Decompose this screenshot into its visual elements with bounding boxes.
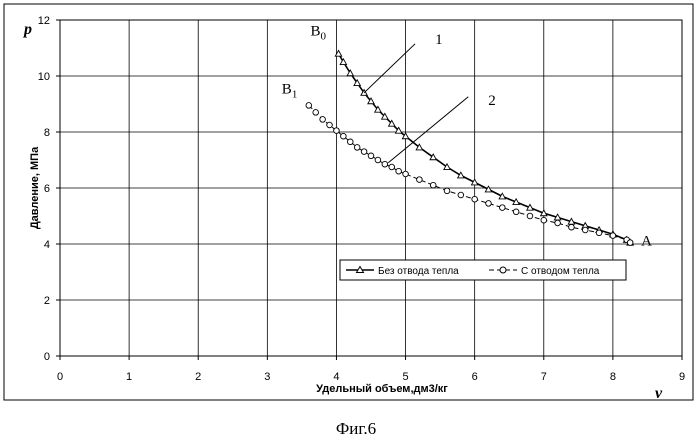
series-2-point-24 <box>540 216 548 224</box>
series-2-point-16 <box>429 181 437 189</box>
legend-label-series-1: Без отвода тепла <box>378 266 459 277</box>
series-1-point-1 <box>339 57 348 66</box>
series-2-point-7 <box>353 144 361 151</box>
x-tick-label-5: 5 <box>402 371 408 383</box>
x-tick-label-2: 2 <box>195 371 201 383</box>
series-2-point-8 <box>360 148 368 155</box>
figure-frame <box>3 3 694 401</box>
series-1-point-5 <box>367 97 375 105</box>
series-1-point-3 <box>353 78 362 87</box>
series-1-point-7 <box>380 112 389 120</box>
series-2-point-19 <box>471 195 478 203</box>
x-axis-title: Удельный объем,дм3/кг <box>316 383 448 395</box>
series-2-point-21 <box>499 204 506 211</box>
series-1-point-20 <box>539 209 548 217</box>
x-tick-label-8: 8 <box>610 371 616 383</box>
legend-marker-circle <box>499 266 507 274</box>
series-2-point-26 <box>568 223 575 231</box>
x-tick-label-3: 3 <box>264 371 270 383</box>
series-line-1 <box>337 53 631 244</box>
legend: Без отвода тепла С отводом тепла <box>339 259 627 281</box>
series-1-point-11 <box>415 143 424 151</box>
legend-label-series-2: С отводом тепла <box>521 266 600 277</box>
series-2-point-4 <box>333 127 340 134</box>
series-1-point-14 <box>456 171 465 179</box>
series-2-point-20 <box>485 200 492 207</box>
series-2-point-17 <box>443 187 451 195</box>
y-axis-title: Давление, МПа <box>29 146 41 229</box>
series-2-point-28 <box>595 229 603 237</box>
series-2-point-14 <box>402 170 409 178</box>
series-2-point-0 <box>305 102 313 109</box>
series-2-point-10 <box>374 156 382 164</box>
x-tick-label-9: 9 <box>679 371 685 383</box>
series-2-point-22 <box>512 208 520 216</box>
y-tick-label-2: 2 <box>44 295 50 307</box>
series-1-point-16 <box>484 185 493 193</box>
x-tick-label-4: 4 <box>333 371 339 383</box>
y-tick-label-6: 6 <box>44 183 50 195</box>
series-2-point-15 <box>416 176 423 183</box>
series-2-point-11 <box>381 160 389 168</box>
series-1-point-8 <box>387 119 396 127</box>
y-tick-label-8: 8 <box>44 127 50 139</box>
series-1-point-9 <box>394 126 403 134</box>
series-2-point-3 <box>326 121 333 129</box>
y-tick-label-10: 10 <box>38 71 50 83</box>
legend-box <box>339 259 627 281</box>
series-2-point-29 <box>609 232 617 239</box>
legend-marker-triangle <box>355 265 365 273</box>
series-2-point-25 <box>554 219 561 227</box>
series-2-point-6 <box>347 138 354 146</box>
x-tick-label-1: 1 <box>126 371 132 383</box>
series-1-point-13 <box>443 162 451 171</box>
y-tick-label-12: 12 <box>38 15 50 27</box>
series-1-point-0 <box>334 49 343 57</box>
grid-lines <box>56 19 683 360</box>
y-var-label: p <box>22 21 32 38</box>
point-label-A: A <box>641 234 652 250</box>
leader-line-2 <box>387 96 469 164</box>
x-tick-label-0: 0 <box>57 371 63 383</box>
series-2-point-5 <box>340 132 347 140</box>
series-1-point-15 <box>470 178 479 186</box>
series-1-point-2 <box>346 69 355 77</box>
series-2-point-1 <box>312 109 319 116</box>
data-series <box>305 49 635 246</box>
leader-line-1 <box>363 43 416 94</box>
x-var-label: v <box>655 385 663 402</box>
series-1-point-12 <box>429 153 438 161</box>
leader-label-2: 2 <box>488 93 496 109</box>
series-2-point-23 <box>526 212 534 220</box>
series-2-point-31 <box>626 239 634 246</box>
y-tick-label-4: 4 <box>44 239 50 251</box>
series-2-point-2 <box>319 116 326 123</box>
series-1-point-19 <box>525 203 534 211</box>
series-2-point-13 <box>395 167 402 175</box>
y-tick-label-0: 0 <box>44 351 50 363</box>
leader-label-1: 1 <box>435 32 443 48</box>
x-tick-label-7: 7 <box>541 371 547 383</box>
series-1-point-17 <box>498 192 507 200</box>
series-1-point-10 <box>401 132 410 140</box>
series-2-point-18 <box>457 191 465 199</box>
series-2-point-12 <box>388 163 395 171</box>
series-1-point-18 <box>512 197 521 206</box>
series-1-point-6 <box>373 105 382 113</box>
figure-caption: Фиг.6 <box>336 419 376 438</box>
series-2-point-9 <box>367 152 375 160</box>
series-2-point-27 <box>581 226 589 234</box>
x-tick-label-6: 6 <box>472 371 478 383</box>
